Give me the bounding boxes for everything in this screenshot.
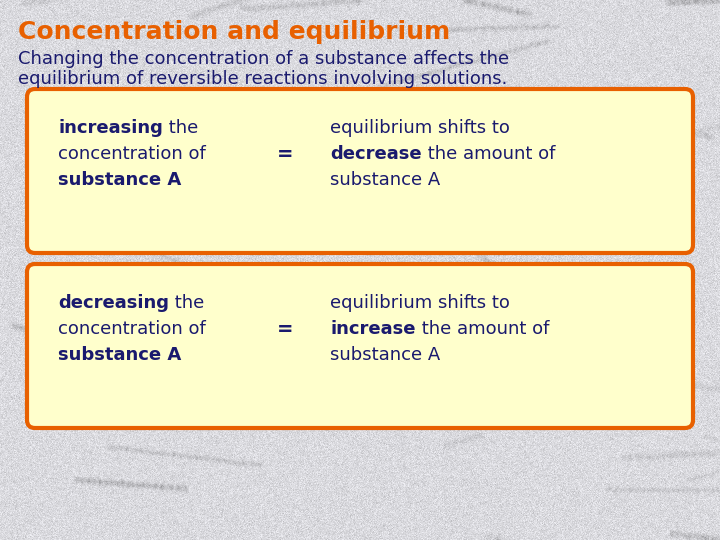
Text: concentration of: concentration of bbox=[58, 145, 206, 163]
Text: decrease: decrease bbox=[330, 145, 422, 163]
Text: =: = bbox=[277, 320, 294, 339]
Text: decreasing: decreasing bbox=[58, 294, 169, 312]
Text: equilibrium shifts to: equilibrium shifts to bbox=[330, 294, 510, 312]
Text: equilibrium of reversible reactions involving solutions.: equilibrium of reversible reactions invo… bbox=[18, 70, 508, 88]
Text: =: = bbox=[277, 145, 294, 164]
Text: increase: increase bbox=[330, 320, 415, 338]
FancyBboxPatch shape bbox=[27, 264, 693, 428]
Text: the: the bbox=[163, 119, 198, 137]
Text: the amount of: the amount of bbox=[422, 145, 555, 163]
Text: increasing: increasing bbox=[58, 119, 163, 137]
Text: concentration of: concentration of bbox=[58, 320, 206, 338]
Text: substance A: substance A bbox=[58, 171, 181, 189]
Text: equilibrium shifts to: equilibrium shifts to bbox=[330, 119, 510, 137]
Text: the: the bbox=[169, 294, 204, 312]
FancyBboxPatch shape bbox=[27, 89, 693, 253]
Text: Changing the concentration of a substance affects the: Changing the concentration of a substanc… bbox=[18, 50, 509, 68]
Text: substance A: substance A bbox=[58, 346, 181, 364]
Text: Concentration and equilibrium: Concentration and equilibrium bbox=[18, 20, 450, 44]
Text: substance A: substance A bbox=[330, 346, 440, 364]
Text: the amount of: the amount of bbox=[415, 320, 549, 338]
Text: substance A: substance A bbox=[330, 171, 440, 189]
